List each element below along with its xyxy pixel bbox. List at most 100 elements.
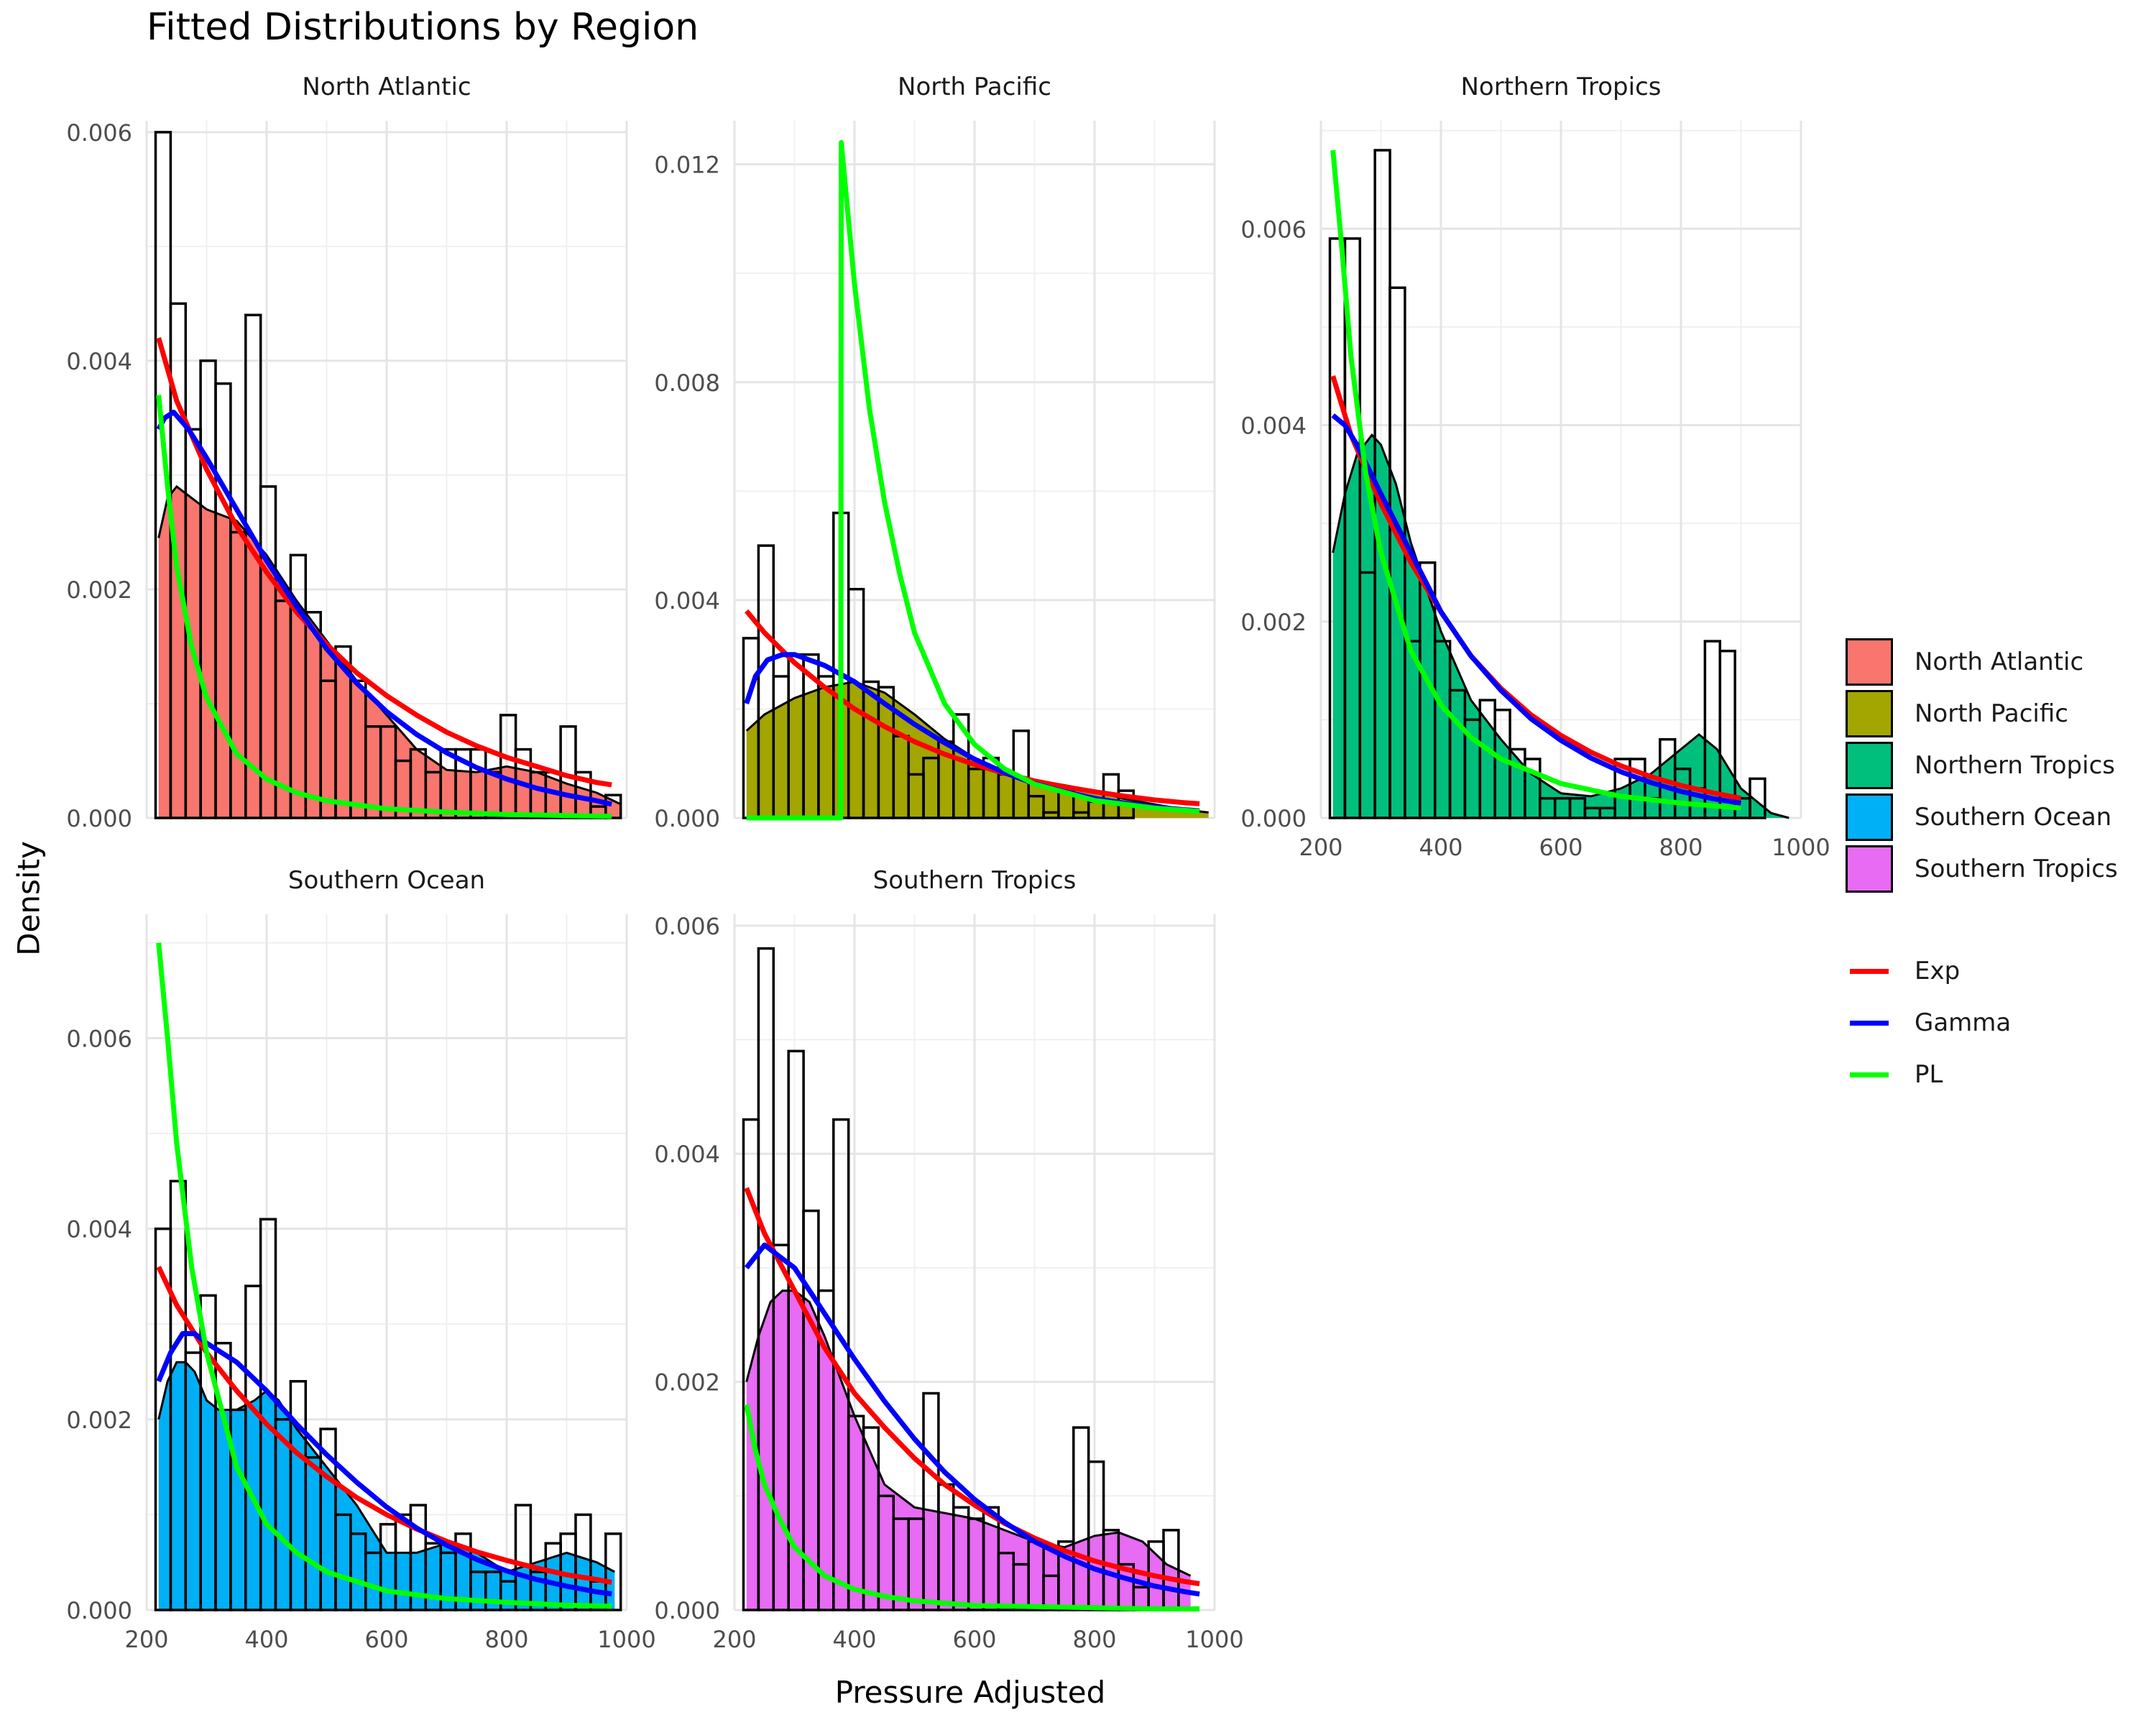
- x-tick-label: 200: [1299, 834, 1342, 861]
- pl-fit-line: [156, 942, 612, 1609]
- legend-swatch: [1846, 845, 1893, 893]
- histogram-bar: [1749, 777, 1766, 819]
- legend-item-north-atlantic: North Atlantic: [1846, 636, 2118, 688]
- legend-line-swatch: [1846, 1051, 1893, 1098]
- histogram-bar: [1718, 649, 1736, 819]
- x-tick-label: 600: [364, 1626, 408, 1653]
- x-tick-label: 200: [712, 1626, 756, 1653]
- density-area: [158, 1362, 615, 1610]
- legend-label: Exp: [1915, 957, 1961, 985]
- chart-title: Fitted Distributions by Region: [147, 6, 699, 49]
- legend-item-gamma: Gamma: [1846, 997, 2118, 1049]
- legend-label: Southern Tropics: [1915, 855, 2118, 883]
- y-tick-label: 0.004: [654, 587, 720, 615]
- legend-label: Northern Tropics: [1915, 751, 2115, 780]
- facet-strip-label: North Pacific: [898, 73, 1051, 101]
- legend-item-southern-tropics: Southern Tropics: [1846, 843, 2118, 895]
- x-tick-label: 800: [1072, 1626, 1116, 1653]
- y-tick-label: 0.002: [654, 1369, 720, 1397]
- x-tick-label: 600: [1539, 834, 1583, 861]
- y-tick-label: 0.012: [654, 152, 720, 179]
- facet-strip-label: Southern Tropics: [873, 866, 1077, 895]
- gamma-fit-line: [744, 1242, 1200, 1597]
- legend-swatch: [1846, 638, 1893, 686]
- y-tick-label: 0.004: [1240, 413, 1307, 440]
- facet-strip-label: North Atlantic: [302, 73, 471, 101]
- y-tick-label: 0.000: [66, 805, 132, 832]
- legend-line-swatch: [1846, 999, 1893, 1046]
- x-tick-label: 1000: [597, 1626, 655, 1653]
- facet-panel: North Atlantic 0.000 0.002 0.004 0.006: [66, 73, 628, 832]
- facet-strip-label: Northern Tropics: [1461, 73, 1662, 101]
- y-tick-label: 0.000: [654, 805, 720, 832]
- x-tick-label: 600: [952, 1626, 996, 1653]
- legend-swatch: [1846, 794, 1893, 841]
- y-tick-label: 0.006: [1240, 216, 1307, 243]
- x-tick-label: 200: [124, 1626, 168, 1653]
- y-tick-label: 0.004: [66, 1216, 132, 1243]
- histogram-bar: [1343, 237, 1362, 819]
- y-tick-label: 0.004: [66, 348, 132, 375]
- legend-label: Gamma: [1915, 1008, 2012, 1037]
- y-tick-label: 0.000: [66, 1597, 132, 1624]
- x-axis-title: Pressure Adjusted: [834, 1675, 1106, 1710]
- gamma-fit-line: [156, 1331, 612, 1596]
- histogram-bar: [604, 794, 622, 819]
- legend-line-swatch: [1846, 947, 1893, 995]
- x-tick-label: 800: [1659, 834, 1703, 861]
- y-axis-title: Density: [11, 841, 47, 956]
- density-area: [746, 1290, 1191, 1610]
- pl-fit-line: [156, 395, 612, 819]
- line-legend: Exp Gamma PL: [1846, 945, 2118, 1100]
- exp-fit-line: [744, 1187, 1200, 1586]
- y-tick-label: 0.004: [654, 1141, 720, 1168]
- legend-item-northern-tropics: Northern Tropics: [1846, 740, 2118, 791]
- density-curve: [745, 1289, 1192, 1577]
- pl-fit-line: [744, 1404, 1200, 1611]
- y-tick-label: 0.008: [654, 369, 720, 397]
- pl-fit-line: [746, 139, 1200, 821]
- y-tick-label: 0.000: [1240, 805, 1307, 832]
- legend-label: North Pacific: [1915, 699, 2068, 728]
- y-tick-label: 0.000: [654, 1597, 720, 1624]
- legend-item-exp: Exp: [1846, 945, 2118, 997]
- facet-panel: North Pacific 0.000 0.004 0.008 0.012: [654, 73, 1216, 832]
- x-tick-label: 400: [832, 1626, 876, 1653]
- facet-panel: Southern Ocean 0.000 0.002 0.004 0.006 200 400…: [66, 866, 655, 1653]
- y-tick-label: 0.006: [66, 1025, 132, 1052]
- gamma-fit-line: [1331, 413, 1742, 806]
- legend-item-pl: PL: [1846, 1049, 2118, 1100]
- fill-legend: North Atlantic North Pacific Northern Tr…: [1846, 636, 2118, 895]
- density-area: [158, 486, 621, 818]
- legend-item-southern-ocean: Southern Ocean: [1846, 791, 2118, 843]
- legend-swatch: [1846, 742, 1893, 789]
- histogram-bar: [514, 1504, 533, 1611]
- legend-label: Southern Ocean: [1915, 803, 2112, 832]
- histogram-bar: [574, 1513, 592, 1611]
- legend-label: PL: [1915, 1060, 1943, 1089]
- x-tick-label: 1000: [1772, 834, 1830, 861]
- facet-panel: Northern Tropics 0.000 0.002 0.004 0.006 200 4…: [1240, 73, 1830, 861]
- histogram-bar: [952, 713, 970, 819]
- density-curve: [157, 1361, 616, 1573]
- x-tick-label: 400: [244, 1626, 288, 1653]
- histogram-bar: [604, 1532, 622, 1611]
- y-tick-label: 0.002: [1240, 609, 1307, 636]
- gamma-fit-line: [156, 410, 612, 807]
- y-tick-label: 0.006: [654, 913, 720, 940]
- x-tick-label: 1000: [1185, 1626, 1243, 1653]
- facet-strip-label: Southern Ocean: [288, 866, 485, 895]
- legend-label: North Atlantic: [1915, 648, 2084, 676]
- y-tick-label: 0.006: [66, 119, 132, 147]
- histogram-bar: [1628, 758, 1646, 819]
- pl-fit-line: [1330, 150, 1741, 811]
- legend-swatch: [1846, 690, 1893, 737]
- y-tick-label: 0.002: [66, 1407, 132, 1434]
- x-tick-label: 800: [484, 1626, 528, 1653]
- exp-fit-line: [156, 337, 612, 788]
- facet-panel: Southern Tropics 0.000 0.002 0.004 0.006 200 4…: [654, 866, 1243, 1653]
- legend: North Atlantic North Pacific Northern Tr…: [1846, 636, 2118, 1100]
- exp-fit-line: [156, 1266, 612, 1585]
